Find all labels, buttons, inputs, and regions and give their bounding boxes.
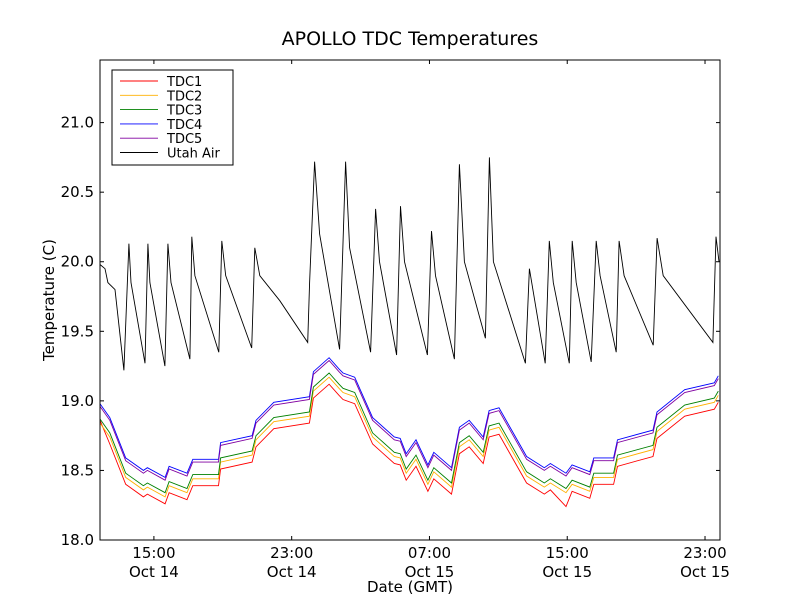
y-tick-label: 18.0 [61, 531, 94, 549]
series-line-tdc5 [99, 359, 719, 481]
y-tick-label: 19.5 [61, 322, 94, 340]
y-tick-label: 20.5 [61, 183, 94, 201]
x-tick-label: 07:00 [408, 544, 451, 562]
legend-label-tdc1: TDC1 [166, 75, 202, 90]
x-tick-label: Oct 14 [129, 563, 179, 581]
legend-label-tdc5: TDC5 [166, 132, 202, 147]
y-axis-label: Temperature (C) [40, 239, 58, 362]
chart-title: APOLLO TDC Temperatures [282, 28, 539, 50]
series-line-tdc1 [99, 383, 719, 508]
legend-label-tdc3: TDC3 [166, 104, 202, 119]
series-line-tdc2 [99, 376, 719, 498]
x-tick-label: 23:00 [270, 544, 313, 562]
x-tick-label: 23:00 [683, 544, 726, 562]
legend-label-utah-air: Utah Air [167, 147, 220, 162]
series-line-tdc3 [99, 372, 719, 494]
y-tick-label: 18.5 [61, 461, 94, 479]
x-tick-label: 15:00 [132, 544, 175, 562]
legend-label-tdc4: TDC4 [166, 118, 202, 133]
y-tick-label: 19.0 [61, 392, 94, 410]
legend-label-tdc2: TDC2 [166, 89, 202, 104]
x-tick-label: 15:00 [546, 544, 589, 562]
series-layer [99, 157, 720, 508]
x-tick-label: Oct 14 [267, 563, 317, 581]
series-line-tdc4 [99, 357, 719, 479]
y-tick-label: 20.0 [61, 253, 94, 271]
x-axis-label: Date (GMT) [367, 578, 453, 596]
x-tick-label: Oct 15 [405, 563, 455, 581]
series-line-utah-air [99, 157, 720, 371]
x-tick-label: Oct 15 [680, 563, 730, 581]
legend-box [111, 69, 234, 166]
plot-frame [99, 59, 721, 541]
x-tick-label: Oct 15 [542, 563, 592, 581]
y-tick-label: 21.0 [61, 114, 94, 132]
